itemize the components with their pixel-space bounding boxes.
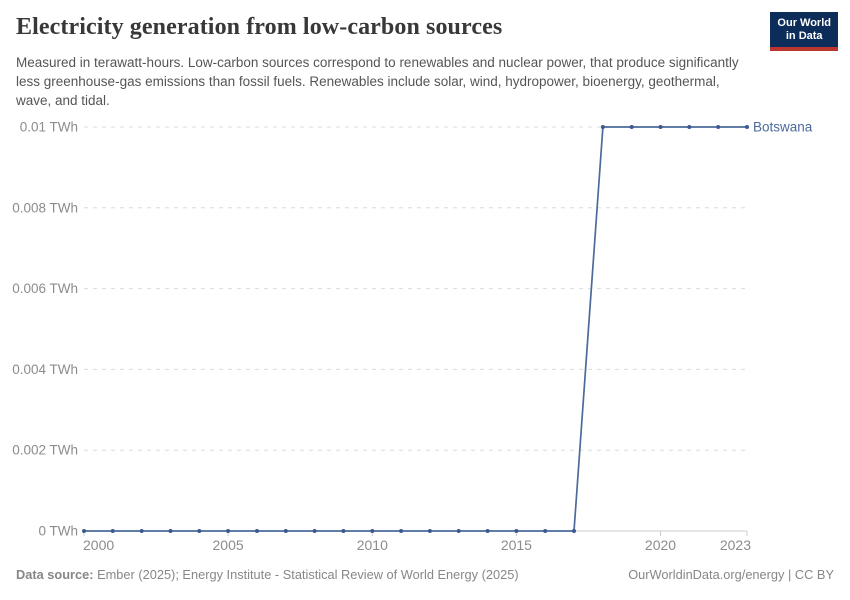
data-point[interactable] (370, 529, 375, 533)
owid-logo-line1: Our World (777, 17, 831, 29)
data-point[interactable] (600, 125, 605, 129)
owid-logo-line2: in Data (785, 30, 823, 42)
data-point[interactable] (197, 529, 202, 533)
data-point[interactable] (427, 529, 432, 533)
data-point[interactable] (543, 529, 548, 533)
x-tick-label: 2005 (213, 537, 244, 553)
data-point[interactable] (572, 529, 576, 533)
data-point[interactable] (456, 529, 461, 533)
x-tick-label: 2023 (720, 537, 751, 553)
data-source-label: Data source: (16, 567, 94, 582)
data-point[interactable] (139, 529, 144, 533)
data-point[interactable] (716, 125, 721, 129)
y-tick-label: 0.008 TWh (12, 200, 78, 215)
x-tick-label: 2010 (357, 537, 388, 553)
y-tick-label: 0.004 TWh (12, 362, 78, 377)
data-point[interactable] (399, 529, 404, 533)
y-tick-label: 0.002 TWh (12, 443, 78, 458)
data-point[interactable] (745, 125, 749, 129)
data-point[interactable] (629, 125, 634, 129)
data-point[interactable] (283, 529, 288, 533)
y-tick-label: 0.01 TWh (20, 120, 78, 135)
x-tick-label: 2000 (83, 537, 114, 553)
chart-footer: Data source: Ember (2025); Energy Instit… (16, 567, 834, 582)
series-line (84, 126, 747, 532)
data-point[interactable] (82, 529, 86, 533)
data-point[interactable] (168, 529, 173, 533)
entity-label[interactable]: Botswana (753, 120, 813, 135)
y-tick-label: 0 TWh (38, 524, 78, 539)
owid-logo[interactable]: Our World in Data (770, 12, 838, 51)
x-tick-label: 2020 (645, 537, 676, 553)
data-point[interactable] (687, 125, 692, 129)
data-point[interactable] (341, 529, 346, 533)
data-point[interactable] (255, 529, 259, 533)
chart-title: Electricity generation from low-carbon s… (16, 14, 503, 40)
data-point[interactable] (514, 529, 519, 533)
data-source-text: Ember (2025); Energy Institute - Statist… (93, 567, 519, 582)
data-point[interactable] (312, 529, 317, 533)
data-point[interactable] (658, 125, 663, 129)
data-source: Data source: Ember (2025); Energy Instit… (16, 567, 519, 582)
x-tick-label: 2015 (501, 537, 532, 553)
license-link[interactable]: OurWorldinData.org/energy | CC BY (628, 567, 834, 582)
y-tick-label: 0.006 TWh (12, 281, 78, 296)
chart-subtitle: Measured in terawatt-hours. Low-carbon s… (16, 55, 739, 108)
data-point[interactable] (110, 529, 115, 533)
data-point[interactable] (485, 529, 490, 533)
data-point[interactable] (226, 529, 231, 533)
